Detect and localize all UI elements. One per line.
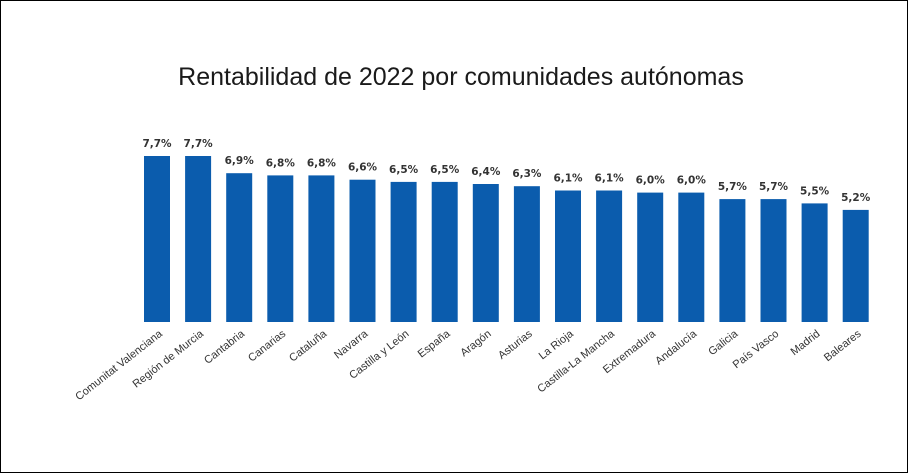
data-label: 5,7% [759,181,789,193]
x-tick-label: Canarias [246,328,288,365]
x-tick-label: Cantabria [202,327,248,366]
data-labels-group: 7,7% 7,7% 6,9% 6,8% 6,8% 6,6% 6,5% 6,5% 6,4% 6,3%… [142,138,870,204]
x-tick-label: Andalucía [653,327,700,367]
bar [226,173,253,322]
x-tick-label: Aragón [458,328,493,359]
bar [472,184,499,322]
x-tick-label: Galicia [706,327,741,358]
bar [678,192,705,322]
chart-title: Rentabilidad de 2022 por comunidades aut… [178,63,744,91]
data-label: 6,5% [430,164,460,176]
x-tick-label: Madrid [789,328,823,358]
data-label: 6,5% [389,164,419,176]
x-tick-label: Navarra [332,327,371,361]
x-tick-label: La Rioja [537,327,577,362]
x-tick-label: Región de Murcia [131,327,207,390]
x-tick-label: Cataluña [287,327,330,364]
data-label: 6,8% [266,157,296,169]
bar [513,186,540,322]
bar [431,181,458,322]
data-label: 6,9% [225,155,255,167]
data-label: 5,2% [841,192,871,204]
bar [801,203,828,322]
data-label: 7,7% [184,138,214,150]
data-label: 6,6% [348,162,378,174]
data-label: 6,3% [512,168,542,180]
x-tick-label: Asturias [496,328,535,362]
data-label: 5,5% [800,185,830,197]
bar [390,181,417,322]
bar [349,179,376,322]
bar [719,199,746,322]
x-tick-label: Baleares [822,328,864,364]
bars-group [144,156,869,322]
x-tick-label: España [416,327,453,360]
data-label: 7,7% [142,138,172,150]
bar [185,156,212,322]
bar [267,175,294,322]
x-tick-label: Castilla-La Mancha [535,327,617,395]
data-label: 6,8% [307,157,337,169]
bar [596,190,623,322]
data-label: 5,7% [718,181,748,193]
data-label: 6,0% [677,175,707,187]
data-label: 6,1% [553,173,583,185]
data-label: 6,0% [636,175,666,187]
bar [637,192,664,322]
bar [760,199,787,322]
bar [555,190,581,322]
bar [144,156,170,322]
bar [842,209,869,322]
data-label: 6,4% [471,166,501,178]
bar [308,175,335,322]
data-label: 6,1% [595,173,625,185]
x-tick-label: País Vasco [731,328,782,371]
